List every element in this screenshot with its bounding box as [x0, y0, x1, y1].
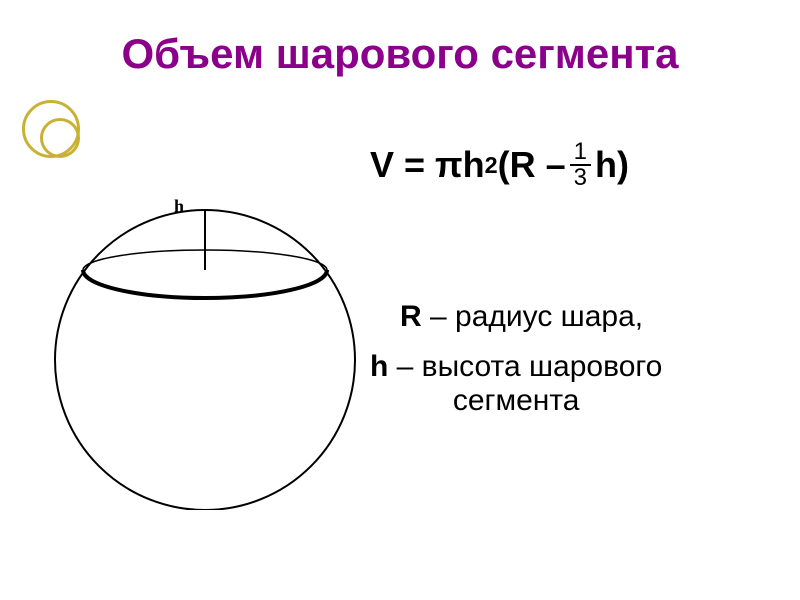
fraction-denominator: 3 — [570, 164, 591, 190]
desc-h-rest2: сегмента — [453, 384, 580, 417]
formula-exponent: 2 — [485, 152, 498, 179]
formula-fraction: 1 3 — [570, 140, 591, 190]
fraction-numerator: 1 — [574, 140, 587, 164]
decor-bullet-inner — [40, 118, 80, 158]
cut-ellipse-bottom — [83, 270, 327, 298]
desc-r-bold: R — [400, 300, 422, 333]
sphere-svg — [50, 170, 360, 510]
desc-r-rest: – радиус шара, — [422, 300, 643, 333]
formula-tail: h) — [595, 144, 629, 186]
sphere-diagram — [50, 170, 360, 510]
h-label: h — [174, 196, 184, 217]
volume-formula: V = πh2(R – 1 3 h) — [370, 140, 629, 190]
formula-mid: (R – — [498, 144, 566, 186]
formula-lhs: V = πh — [370, 144, 485, 186]
desc-r: R – радиус шара, — [400, 300, 643, 334]
page-title: Объем шарового сегмента — [0, 30, 800, 78]
desc-h-bold: h — [370, 350, 388, 383]
desc-h-rest1: – высота шарового — [388, 350, 662, 383]
desc-h: h – высота шарового сегмента — [370, 350, 662, 418]
